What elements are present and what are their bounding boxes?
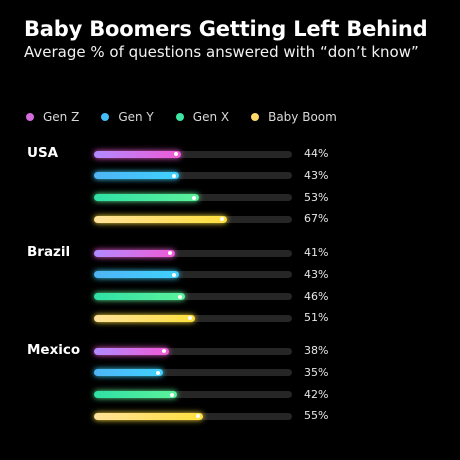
value-label-brazil-gen-y: 43% <box>304 267 329 281</box>
bar-end-dot-brazil-gen-y <box>172 272 177 277</box>
category-label-mexico: Mexico <box>27 342 81 358</box>
value-label-mexico-gen-x: 42% <box>304 387 329 401</box>
chart-title: Baby Boomers Getting Left Behind <box>24 17 428 41</box>
bar-mexico-baby-boom <box>94 412 203 420</box>
bar-end-dot-usa-gen-z <box>174 152 179 156</box>
bar-brazil-baby-boom <box>94 314 195 322</box>
bar-track-mexico-gen-z <box>94 347 292 355</box>
legend-dot-gen-y <box>101 113 110 121</box>
value-label-usa-baby-boom: 67% <box>304 212 329 226</box>
bar-usa-baby-boom <box>94 215 227 223</box>
bar-end-dot-brazil-gen-z <box>168 251 173 255</box>
bar-track-brazil-gen-z <box>94 249 292 257</box>
bar-track-brazil-gen-x <box>94 293 292 301</box>
legend-dot-gen-z <box>26 113 34 121</box>
legend-dot-gen-x <box>175 113 184 121</box>
bar-end-dot-brazil-gen-x <box>178 294 183 299</box>
legend-label-gen-y: Gen Y <box>118 110 154 124</box>
legend-label-gen-z: Gen Z <box>43 110 80 124</box>
bar-track-mexico-gen-x <box>94 391 292 399</box>
category-label-usa: USA <box>27 145 59 161</box>
value-label-mexico-baby-boom: 55% <box>304 409 329 423</box>
bar-end-dot-mexico-baby-boom <box>195 414 200 419</box>
legend: Gen Z Gen Y Gen X Baby Boom <box>26 110 359 124</box>
chart-subtitle: Average % of questions answered with “do… <box>24 43 419 61</box>
value-label-mexico-gen-y: 35% <box>304 365 329 379</box>
bar-brazil-gen-y <box>94 271 180 279</box>
bar-track-usa-gen-z <box>94 150 292 158</box>
bar-track-mexico-baby-boom <box>94 412 292 420</box>
bar-end-dot-usa-baby-boom <box>219 217 224 222</box>
bar-usa-gen-x <box>94 194 199 202</box>
bar-track-mexico-gen-y <box>94 369 292 377</box>
bar-mexico-gen-y <box>94 369 164 377</box>
legend-item-gen-y: Gen Y <box>101 110 154 124</box>
bar-end-dot-usa-gen-x <box>191 195 196 200</box>
bar-end-dot-mexico-gen-x <box>170 392 175 397</box>
bar-track-brazil-baby-boom <box>94 314 292 322</box>
bar-brazil-gen-x <box>94 293 186 301</box>
bar-end-dot-brazil-baby-boom <box>187 316 192 321</box>
bar-end-dot-mexico-gen-y <box>156 370 161 375</box>
value-label-brazil-gen-x: 46% <box>304 289 329 303</box>
legend-item-gen-x: Gen X <box>175 110 230 124</box>
category-label-brazil: Brazil <box>27 244 71 260</box>
bar-track-brazil-gen-y <box>94 271 292 279</box>
bar-end-dot-usa-gen-y <box>172 173 177 178</box>
bar-brazil-gen-z <box>94 249 176 257</box>
bar-usa-gen-y <box>94 172 180 180</box>
legend-label-baby-boom: Baby Boom <box>268 110 337 124</box>
value-label-brazil-baby-boom: 51% <box>304 311 329 325</box>
value-label-brazil-gen-z: 41% <box>304 246 329 259</box>
bar-track-usa-gen-x <box>94 194 292 202</box>
bar-end-dot-mexico-gen-z <box>162 349 167 353</box>
bar-mexico-gen-z <box>94 347 170 355</box>
value-label-usa-gen-z: 44% <box>304 147 329 160</box>
bar-usa-gen-z <box>94 150 182 158</box>
value-label-mexico-gen-z: 38% <box>304 344 329 357</box>
value-label-usa-gen-x: 53% <box>304 190 329 204</box>
legend-item-gen-z: Gen Z <box>26 110 79 124</box>
bar-track-usa-gen-y <box>94 172 292 180</box>
bar-track-usa-baby-boom <box>94 215 292 223</box>
legend-dot-baby-boom <box>251 113 260 121</box>
legend-item-baby-boom: Baby Boom <box>251 110 337 124</box>
bar-mexico-gen-x <box>94 391 178 399</box>
value-label-usa-gen-y: 43% <box>304 168 329 182</box>
legend-label-gen-x: Gen X <box>192 110 230 124</box>
